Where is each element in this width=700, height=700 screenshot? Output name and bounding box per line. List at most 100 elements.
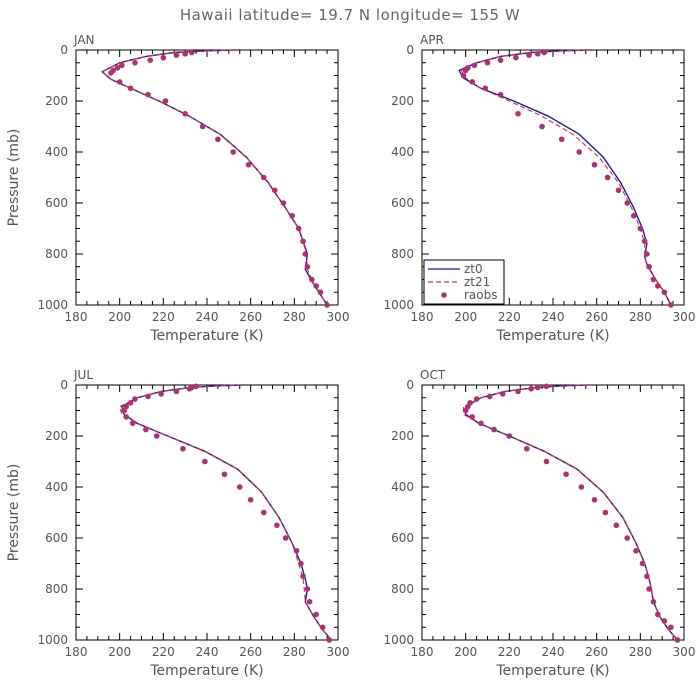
raobs-point <box>655 283 661 289</box>
raobs-point <box>539 123 545 130</box>
x-tick-label: 220 <box>152 645 175 659</box>
y-tick-label: 400 <box>45 480 68 494</box>
raobs-point <box>534 384 541 391</box>
series-raobs <box>460 49 674 308</box>
raobs-point <box>188 49 195 56</box>
y-tick-label: 0 <box>60 378 68 392</box>
y-tick-label: 600 <box>391 196 414 210</box>
x-tick-label: 220 <box>498 310 521 324</box>
x-tick-label: 220 <box>498 645 521 659</box>
raobs-point <box>182 110 188 117</box>
series-raobs <box>108 49 330 308</box>
raobs-point <box>193 383 199 390</box>
panel-label: JAN <box>73 33 95 47</box>
raobs-point <box>630 212 637 219</box>
x-tick-label: 300 <box>673 645 696 659</box>
x-axis-label: Temperature (K) <box>149 663 263 679</box>
y-tick-label: 1000 <box>383 298 414 312</box>
raobs-point <box>591 161 598 168</box>
raobs-point <box>633 547 639 554</box>
raobs-point <box>304 586 311 592</box>
raobs-point <box>202 458 208 465</box>
raobs-point <box>473 396 480 402</box>
raobs-point <box>309 276 315 283</box>
raobs-point <box>245 161 252 168</box>
raobs-point <box>313 283 319 289</box>
raobs-point <box>528 386 534 392</box>
raobs-point <box>119 62 125 69</box>
series-zt21-line <box>462 384 678 641</box>
raobs-point <box>604 174 611 181</box>
raobs-point <box>319 624 326 631</box>
plot-frame <box>75 49 339 306</box>
x-axis-label: Temperature (K) <box>495 328 609 344</box>
raobs-point <box>668 624 674 631</box>
x-tick-label: 240 <box>542 310 565 324</box>
raobs-point <box>497 91 504 98</box>
raobs-point <box>182 51 188 57</box>
raobs-point <box>274 522 280 529</box>
series-zt0-line <box>101 49 328 306</box>
raobs-point <box>641 238 648 245</box>
raobs-point <box>613 522 620 529</box>
raobs-point <box>515 388 521 395</box>
panel-jan: JAN 180 200 220 240 260 280 300 0 200 400 600 800 100… <box>6 33 349 344</box>
x-tick-label: 200 <box>454 310 477 324</box>
x-tick-label: 260 <box>585 645 608 659</box>
raobs-point <box>558 136 565 143</box>
raobs-point <box>114 65 121 71</box>
raobs-point <box>513 54 519 61</box>
y-tick-label: 200 <box>391 429 414 443</box>
raobs-point <box>282 535 289 541</box>
y-tick-label: 400 <box>391 145 414 159</box>
raobs-point <box>280 200 287 206</box>
legend-marker <box>441 292 447 298</box>
raobs-point <box>650 276 657 283</box>
raobs-point <box>143 426 149 433</box>
x-tick-label: 180 <box>65 310 88 324</box>
series-raobs <box>462 383 681 643</box>
panels: JAN 180 200 220 240 260 280 300 0 200 400 600 800 100… <box>6 33 695 679</box>
x-tick-label: 300 <box>327 645 350 659</box>
raobs-point <box>591 496 598 503</box>
y-tick-label: 200 <box>45 429 68 443</box>
panel-label: JUL <box>73 368 93 382</box>
x-axis-label: Temperature (K) <box>495 663 609 679</box>
raobs-point <box>127 85 134 92</box>
x-tick-label: 300 <box>327 310 350 324</box>
raobs-point <box>624 200 631 206</box>
raobs-point <box>486 393 493 400</box>
raobs-point <box>300 573 306 580</box>
raobs-point <box>127 400 134 406</box>
raobs-point <box>108 70 114 76</box>
y-tick-label: 400 <box>391 480 414 494</box>
plot-frame <box>75 384 339 641</box>
y-tick-label: 200 <box>391 94 414 108</box>
raobs-point <box>484 59 491 66</box>
x-tick-label: 240 <box>542 645 565 659</box>
raobs-point <box>121 407 127 414</box>
raobs-point <box>661 289 668 296</box>
raobs-point <box>497 57 504 63</box>
y-tick-label: 1000 <box>383 633 414 647</box>
x-tick-label: 180 <box>65 645 88 659</box>
raobs-point <box>302 251 309 257</box>
x-tick-label: 280 <box>283 645 306 659</box>
raobs-point <box>295 225 302 232</box>
y-tick-label: 200 <box>45 94 68 108</box>
x-tick-label: 180 <box>411 645 434 659</box>
y-tick-label: 400 <box>45 145 68 159</box>
raobs-point <box>236 484 243 490</box>
x-tick-label: 260 <box>239 645 262 659</box>
x-tick-label: 300 <box>673 310 696 324</box>
x-tick-label: 280 <box>629 310 652 324</box>
panel-jul: JUL 180 200 220 240 260 280 300 0 200 400 600 800 100… <box>6 368 349 679</box>
raobs-point <box>661 618 668 624</box>
series-zt0-line <box>121 384 332 641</box>
raobs-point <box>668 302 674 308</box>
series-raobs <box>121 383 333 643</box>
raobs-point <box>173 52 180 58</box>
raobs-point <box>129 420 136 427</box>
legend-entry: zt21 <box>464 275 490 289</box>
